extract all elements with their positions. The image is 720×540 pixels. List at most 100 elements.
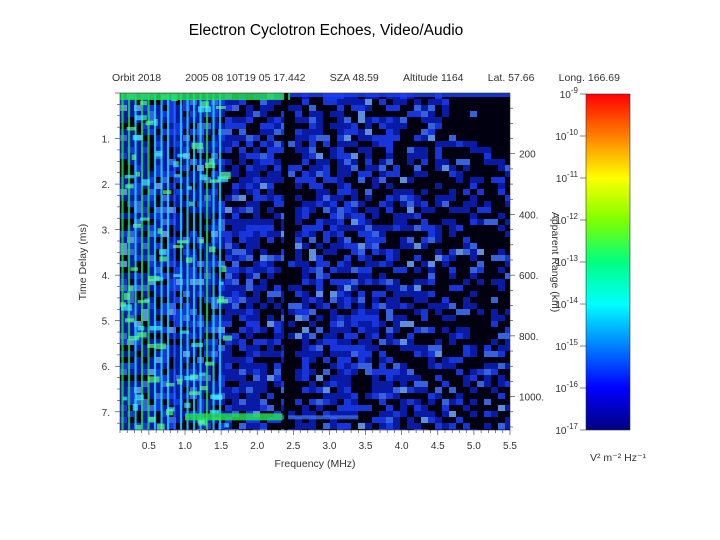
noise-cell bbox=[309, 183, 316, 189]
noise-cell bbox=[358, 225, 365, 231]
noise-cell bbox=[239, 177, 246, 183]
noise-cell bbox=[274, 159, 281, 165]
noise-cell bbox=[225, 255, 232, 261]
noise-cell bbox=[232, 249, 239, 255]
noise-cell bbox=[505, 255, 510, 261]
noise-cell bbox=[365, 243, 372, 249]
noise-cell bbox=[127, 321, 134, 327]
noise-cell bbox=[400, 219, 407, 225]
noise-cell bbox=[274, 99, 281, 105]
noise-cell bbox=[225, 267, 232, 273]
noise-cell bbox=[386, 303, 393, 309]
noise-cell bbox=[344, 207, 351, 213]
noise-cell bbox=[393, 423, 400, 429]
noise-cell bbox=[407, 285, 414, 291]
noise-cell bbox=[148, 381, 155, 387]
echo-blob bbox=[148, 416, 156, 422]
noise-cell bbox=[232, 369, 239, 375]
noise-cell bbox=[148, 405, 155, 411]
noise-cell bbox=[176, 309, 183, 315]
noise-cell bbox=[155, 231, 162, 237]
noise-cell bbox=[127, 399, 134, 405]
noise-cell bbox=[358, 339, 365, 345]
noise-cell bbox=[449, 399, 456, 405]
noise-cell bbox=[169, 111, 176, 117]
noise-cell bbox=[267, 261, 274, 267]
noise-cell bbox=[253, 177, 260, 183]
noise-cell bbox=[260, 375, 267, 381]
noise-cell bbox=[372, 387, 379, 393]
noise-cell bbox=[253, 171, 260, 177]
noise-cell bbox=[491, 255, 498, 261]
noise-cell bbox=[337, 297, 344, 303]
noise-cell bbox=[239, 339, 246, 345]
noise-cell bbox=[155, 351, 162, 357]
noise-cell bbox=[316, 153, 323, 159]
noise-cell bbox=[134, 231, 141, 237]
noise-cell bbox=[267, 231, 274, 237]
echo-blob bbox=[204, 106, 211, 113]
noise-cell bbox=[218, 231, 225, 237]
noise-cell bbox=[428, 135, 435, 141]
noise-cell bbox=[316, 387, 323, 393]
noise-cell bbox=[288, 105, 295, 111]
noise-cell bbox=[351, 369, 358, 375]
noise-cell bbox=[141, 225, 148, 231]
noise-cell bbox=[246, 207, 253, 213]
noise-cell bbox=[260, 429, 267, 430]
noise-cell bbox=[260, 363, 267, 369]
noise-cell bbox=[407, 333, 414, 339]
noise-cell bbox=[337, 387, 344, 393]
echo-blob bbox=[157, 228, 163, 234]
noise-cell bbox=[330, 195, 337, 201]
noise-cell bbox=[218, 303, 225, 309]
noise-cell bbox=[176, 351, 183, 357]
noise-cell bbox=[351, 351, 358, 357]
noise-cell bbox=[162, 207, 169, 213]
noise-cell bbox=[379, 303, 386, 309]
noise-cell bbox=[344, 351, 351, 357]
noise-cell bbox=[309, 345, 316, 351]
noise-cell bbox=[239, 345, 246, 351]
noise-cell bbox=[372, 279, 379, 285]
noise-cell bbox=[484, 375, 491, 381]
noise-cell bbox=[344, 201, 351, 207]
noise-cell bbox=[407, 213, 414, 219]
noise-cell bbox=[400, 399, 407, 405]
noise-cell bbox=[505, 261, 510, 267]
noise-cell bbox=[148, 213, 155, 219]
noise-cell bbox=[239, 375, 246, 381]
noise-cell bbox=[295, 195, 302, 201]
noise-cell bbox=[155, 135, 162, 141]
noise-cell bbox=[302, 267, 309, 273]
noise-cell bbox=[365, 231, 372, 237]
noise-cell bbox=[288, 411, 295, 417]
noise-cell bbox=[134, 369, 141, 375]
noise-cell bbox=[169, 291, 176, 297]
noise-cell bbox=[162, 429, 169, 430]
noise-cell bbox=[428, 231, 435, 237]
noise-cell bbox=[225, 363, 232, 369]
noise-cell bbox=[330, 339, 337, 345]
noise-cell bbox=[295, 309, 302, 315]
noise-cell bbox=[260, 369, 267, 375]
noise-cell bbox=[372, 177, 379, 183]
noise-cell bbox=[470, 267, 477, 273]
noise-cell bbox=[239, 123, 246, 129]
noise-cell bbox=[351, 411, 358, 417]
noise-cell bbox=[134, 189, 141, 195]
noise-cell bbox=[365, 153, 372, 159]
noise-cell bbox=[484, 399, 491, 405]
noise-cell bbox=[274, 177, 281, 183]
noise-cell bbox=[351, 297, 358, 303]
noise-cell bbox=[379, 159, 386, 165]
noise-cell bbox=[463, 327, 470, 333]
noise-cell bbox=[260, 351, 267, 357]
noise-cell bbox=[435, 429, 442, 430]
noise-cell bbox=[246, 381, 253, 387]
noise-cell bbox=[316, 291, 323, 297]
noise-cell bbox=[155, 381, 162, 387]
noise-cell bbox=[176, 333, 183, 339]
noise-cell bbox=[442, 327, 449, 333]
info-orbit: Orbit 2018 bbox=[112, 72, 162, 84]
